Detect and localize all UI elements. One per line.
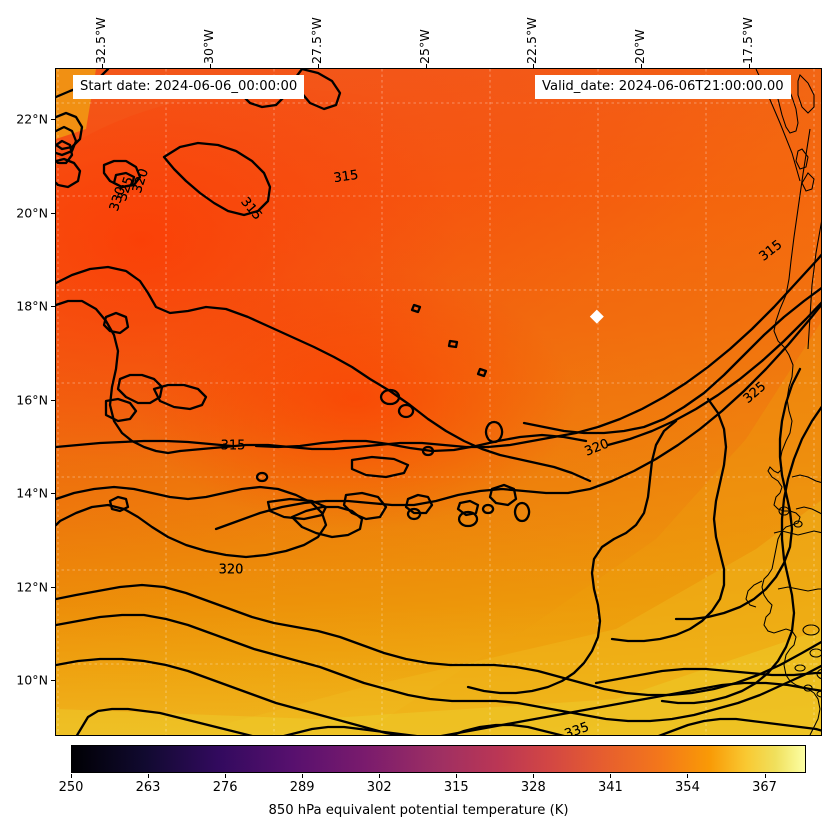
colorbar-tick-label: 354 (675, 780, 700, 795)
colorbar-tick-mark (71, 774, 72, 778)
colorbar-tick-mark (225, 774, 227, 778)
y-tick-label: 18°N (16, 298, 48, 314)
x-tick-mark (533, 64, 535, 68)
theta-e-hot-pool-2 (136, 269, 576, 529)
y-tick-label: 20°N (16, 205, 48, 221)
y-tick-label: 12°N (16, 579, 48, 595)
contour-label-320-c-text: 320 (219, 563, 244, 578)
x-tick-mark (748, 64, 750, 68)
x-tick-label-text: 25°W (416, 29, 432, 64)
x-tick-label: 30°W (201, 29, 216, 64)
contour-label-330-a-text: 330 (107, 185, 129, 213)
colorbar-tick-label: 367 (752, 780, 777, 795)
y-tick-mark (51, 586, 55, 588)
colorbar-tick-label: 289 (289, 780, 315, 795)
svg-text:315: 315 (333, 168, 360, 186)
colorbar-tick-mark (687, 774, 689, 778)
svg-text:320: 320 (130, 167, 152, 195)
x-tick-label: 27.5°W (309, 17, 324, 64)
colorbar-tick-mark (379, 774, 381, 778)
colorbar-tick-label: 302 (366, 780, 392, 795)
theta-e-south-band (183, 500, 821, 735)
contour-label-325-a-text: 325 (115, 175, 137, 203)
y-tick-mark (51, 306, 55, 308)
x-tick-label: 32.5°W (93, 17, 108, 64)
colorbar-tick-mark (302, 774, 304, 778)
y-tick-label: 22°N (16, 111, 48, 127)
svg-text:330: 330 (107, 185, 129, 213)
contour-lines (56, 69, 821, 735)
x-tick-label: 20°W (632, 29, 647, 64)
colorbar-gradient (72, 746, 805, 772)
x-tick-mark (317, 64, 319, 68)
colorbar-tick-label: 250 (58, 780, 84, 795)
contour-label-320-a-text: 320 (130, 167, 152, 195)
colorbar-tick-mark (456, 774, 458, 778)
start-date-annotation: Start date: 2024-06-06_00:00:00 (73, 75, 305, 100)
y-axis-left: 22°N 20°N 18°N 16°N 14°N 12°N 10°N (0, 68, 55, 736)
colorbar-tick-mark (764, 774, 766, 778)
colorbar-tick-mark (610, 774, 612, 778)
colorbar-tick-mark (148, 774, 150, 778)
storm-center-marker (589, 309, 604, 324)
x-tick-label-text: 20°W (632, 29, 648, 64)
x-tick-label-text: 30°W (201, 29, 217, 64)
y-tick-mark (51, 493, 55, 495)
x-tick-label-text: 32.5°W (93, 17, 109, 64)
colorbar-tick-label: 315 (443, 780, 469, 795)
colorbar-tick-label: 263 (135, 780, 161, 795)
x-tick-label: 25°W (417, 29, 432, 64)
x-tick-mark (641, 64, 643, 68)
x-tick-label-text: 17.5°W (739, 17, 755, 64)
x-tick-label: 17.5°W (740, 17, 755, 64)
valid-date-annotation: Valid_date: 2024-06-06T21:00:00.00 (535, 75, 791, 100)
colorbar-tick-label: 341 (597, 780, 623, 795)
svg-text:325: 325 (115, 175, 137, 203)
contour-label-315-b-text: 315 (333, 168, 360, 186)
colorbar-tick-label: 328 (520, 780, 546, 795)
y-tick-mark (51, 119, 55, 121)
colorbar-tick-mark (533, 774, 535, 778)
colorbar[interactable] (71, 745, 806, 773)
x-tick-mark (210, 64, 212, 68)
colorbar-title: 850 hPa equivalent potential temperature… (268, 803, 569, 818)
contour-label-315-e-text: 315 (221, 439, 246, 454)
svg-text:315: 315 (221, 439, 246, 454)
theta-e-south-band-2 (56, 629, 821, 735)
x-tick-mark (102, 64, 104, 68)
y-tick-label: 14°N (16, 485, 48, 501)
x-tick-label: 22.5°W (524, 17, 539, 64)
y-tick-mark (51, 212, 55, 214)
colorbar-tick-label: 276 (212, 780, 238, 795)
x-tick-label-text: 22.5°W (524, 17, 540, 64)
map-plot-area[interactable]: 3153153153153153153203203253253303303153… (55, 68, 822, 736)
y-tick-label: 10°N (16, 672, 48, 688)
x-tick-label-text: 27.5°W (308, 17, 324, 64)
svg-text:320: 320 (219, 563, 244, 578)
y-tick-label: 16°N (16, 392, 48, 408)
y-tick-mark (51, 679, 55, 681)
y-tick-mark (51, 399, 55, 401)
x-tick-mark (425, 64, 427, 68)
x-axis-top: 32.5°W 30°W 27.5°W 25°W 22.5°W 20°W 17.5°W (55, 0, 822, 68)
map-svg: 3153153153153153153203203253253303303153… (56, 69, 821, 735)
theta-e-se-band (359, 322, 821, 735)
colorbar-ticks: 250 263 276 289 302 315 328 341 354 367 (59, 774, 806, 796)
